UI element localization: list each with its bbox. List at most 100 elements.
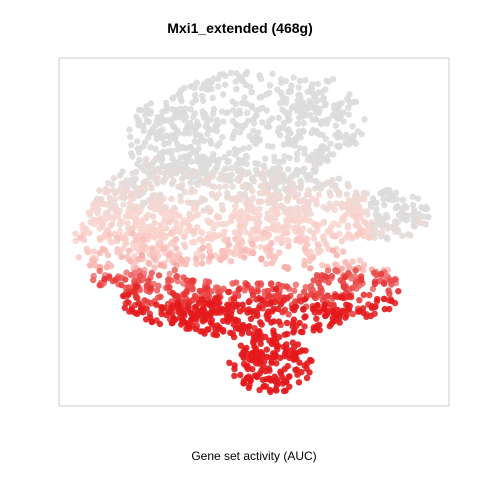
data-point	[298, 198, 305, 205]
data-point	[324, 267, 332, 274]
data-point	[425, 213, 432, 220]
data-point	[259, 170, 266, 177]
data-point	[352, 213, 359, 221]
data-point	[181, 161, 188, 169]
data-point	[142, 160, 149, 167]
data-point	[182, 243, 189, 251]
data-point	[156, 120, 164, 127]
data-point	[302, 347, 309, 354]
data-point	[227, 69, 235, 77]
data-point	[332, 267, 339, 274]
data-point	[301, 145, 308, 153]
data-point	[242, 324, 249, 332]
data-point	[207, 253, 214, 260]
data-point	[268, 280, 275, 287]
data-point	[169, 302, 177, 309]
data-point	[210, 151, 217, 158]
data-point	[192, 303, 199, 310]
data-point	[323, 120, 331, 127]
data-point	[293, 366, 300, 373]
data-point	[161, 217, 168, 224]
data-point	[193, 79, 200, 86]
data-point	[156, 205, 164, 212]
data-point	[345, 183, 352, 190]
data-point	[333, 187, 341, 194]
data-point	[107, 202, 115, 210]
data-point	[177, 255, 185, 263]
data-point	[241, 222, 248, 230]
data-point	[250, 195, 257, 202]
data-point	[263, 312, 270, 319]
data-point	[138, 185, 145, 192]
data-point	[279, 380, 286, 387]
data-point	[172, 218, 180, 225]
data-point	[212, 309, 220, 316]
data-point	[399, 232, 406, 239]
data-point	[395, 288, 402, 295]
data-point	[201, 299, 208, 306]
data-point	[229, 301, 236, 309]
data-point	[329, 247, 337, 254]
data-point	[286, 373, 293, 380]
data-point	[176, 158, 183, 166]
data-point	[206, 137, 214, 144]
data-point	[236, 175, 244, 182]
data-point	[324, 293, 331, 300]
data-point	[173, 273, 181, 280]
data-point	[140, 122, 147, 130]
data-point	[219, 134, 226, 141]
data-point	[236, 191, 243, 199]
data-point	[258, 296, 265, 303]
data-point	[268, 239, 275, 247]
data-point	[356, 297, 363, 304]
data-point	[222, 183, 229, 190]
data-point	[231, 146, 239, 153]
data-point	[107, 222, 115, 229]
data-point	[220, 328, 227, 335]
data-point	[175, 183, 182, 190]
data-point	[228, 164, 236, 171]
data-point	[236, 129, 244, 136]
data-point	[302, 77, 309, 84]
data-point	[293, 107, 301, 114]
data-point	[304, 156, 311, 164]
data-point	[311, 305, 318, 312]
data-point	[345, 306, 353, 313]
data-point	[403, 204, 410, 211]
data-point	[205, 242, 212, 250]
data-point	[236, 157, 243, 165]
data-point	[77, 234, 84, 241]
data-point	[211, 331, 219, 338]
data-point	[199, 97, 207, 105]
data-point	[208, 316, 215, 324]
data-point	[135, 300, 143, 307]
data-point	[275, 114, 283, 122]
data-point	[290, 74, 297, 81]
data-point	[90, 201, 97, 209]
data-point	[270, 338, 277, 345]
data-point	[300, 165, 308, 172]
data-point	[299, 127, 307, 134]
data-point	[244, 154, 251, 161]
data-point	[344, 224, 351, 231]
data-point	[136, 267, 143, 275]
data-point	[162, 175, 169, 182]
data-point	[252, 134, 259, 141]
data-point	[303, 216, 310, 223]
data-point	[266, 292, 273, 299]
data-point	[271, 153, 278, 160]
data-point	[118, 180, 125, 187]
data-point	[335, 311, 342, 319]
data-point	[241, 254, 248, 261]
data-point	[230, 107, 237, 114]
data-point	[380, 295, 388, 303]
data-point	[352, 221, 360, 229]
scatter-points	[72, 68, 432, 396]
data-point	[199, 260, 206, 267]
data-point	[371, 199, 378, 206]
data-point	[310, 235, 318, 242]
data-point	[319, 261, 326, 269]
data-point	[233, 279, 240, 286]
data-point	[224, 236, 231, 243]
data-point	[336, 319, 343, 326]
